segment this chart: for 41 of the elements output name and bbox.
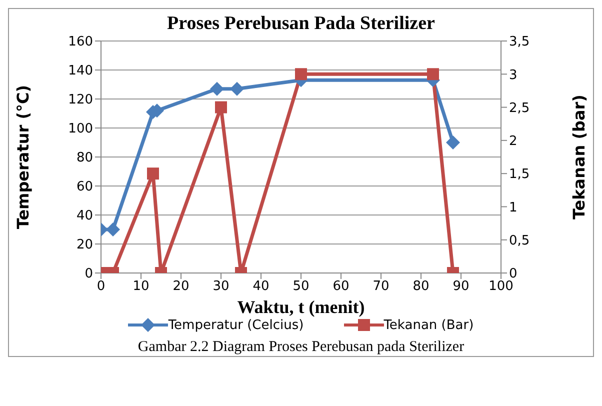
x-tick-label: 80 bbox=[412, 279, 430, 294]
y-tick-label: 140 bbox=[68, 64, 93, 79]
y2-axis-title: Tekanan (bar) bbox=[570, 94, 589, 220]
y-tick-label: 20 bbox=[76, 238, 93, 253]
x-tick-label: 90 bbox=[452, 279, 470, 294]
y-tick-label: 0 bbox=[84, 266, 93, 282]
x-axis-title: Waktu, t (menit) bbox=[236, 297, 366, 318]
x-tick-label: 70 bbox=[372, 279, 390, 294]
x-tick-label: 50 bbox=[292, 279, 310, 294]
x-tick-label: 100 bbox=[488, 279, 514, 294]
x-tick-label: 30 bbox=[212, 279, 230, 294]
y2-tick-label: 1,5 bbox=[509, 167, 530, 182]
text: Gambar 2.2 Diagram Proses Perebusan pada Sterilizer bbox=[136, 339, 466, 356]
x-tick-label: 10 bbox=[132, 279, 150, 294]
point bbox=[295, 68, 307, 80]
y-tick-label: 80 bbox=[76, 150, 93, 166]
y-tick-label: 160 bbox=[68, 34, 93, 50]
y-axis-title: Temperatur (°C) bbox=[14, 84, 33, 230]
y2-tick-label: 1 bbox=[509, 200, 518, 216]
legend-label: Temperatur (Celcius) bbox=[167, 318, 304, 333]
point bbox=[106, 222, 120, 236]
y-tick-label: 120 bbox=[68, 92, 93, 108]
point bbox=[446, 136, 460, 150]
y-tick-label: 60 bbox=[76, 180, 93, 195]
legend-label: Tekanan (Bar) bbox=[382, 318, 474, 333]
point bbox=[210, 82, 224, 96]
y2-tick-label: 2,5 bbox=[509, 100, 530, 116]
y2-tick-label: 2 bbox=[509, 134, 518, 150]
point bbox=[427, 68, 439, 80]
x-tick-label: 40 bbox=[252, 279, 270, 294]
point bbox=[215, 101, 227, 114]
x-tick-label: 60 bbox=[332, 279, 350, 294]
y-tick-label: 100 bbox=[68, 122, 93, 137]
y2-tick-label: 3,5 bbox=[509, 34, 530, 50]
point bbox=[230, 82, 244, 96]
y2-tick-label: 3 bbox=[509, 68, 518, 83]
y2-tick-label: 0,5 bbox=[509, 233, 530, 248]
chart-title: Proses Perebusan Pada Sterilizer bbox=[166, 13, 436, 35]
x-tick-label: 0 bbox=[96, 279, 106, 294]
x-tick-label: 20 bbox=[172, 279, 190, 294]
y-tick-label: 40 bbox=[76, 208, 93, 224]
